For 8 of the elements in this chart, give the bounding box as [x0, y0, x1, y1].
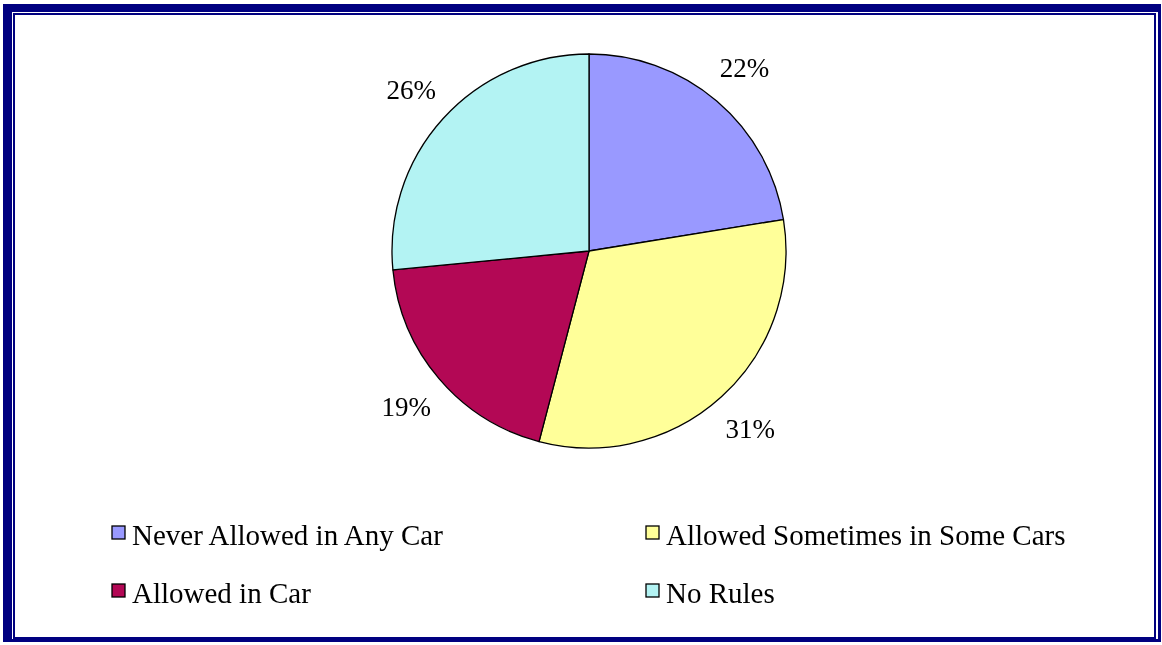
legend-label: No Rules	[666, 577, 775, 609]
legend-label: Allowed Sometimes in Some Cars	[666, 519, 1066, 551]
legend-label: Never Allowed in Any Car	[132, 519, 444, 551]
data-label: 26%	[386, 74, 437, 105]
data-label: 19%	[381, 391, 431, 422]
data-label: 31%	[725, 413, 776, 444]
data-label: 22%	[719, 53, 770, 84]
legend-label: Allowed in Car	[132, 577, 312, 609]
